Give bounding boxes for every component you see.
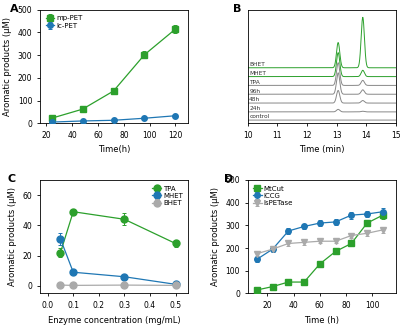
Text: C: C [7, 174, 16, 184]
Y-axis label: Aromatic products (μM): Aromatic products (μM) [8, 187, 17, 286]
Text: BHET: BHET [249, 62, 265, 67]
X-axis label: Time (min): Time (min) [299, 145, 344, 155]
Text: TPA: TPA [249, 80, 260, 85]
Text: 24h: 24h [249, 106, 260, 111]
Text: B: B [233, 4, 241, 14]
Y-axis label: Aromatic products (μM): Aromatic products (μM) [211, 187, 220, 286]
Legend: mp-PET, lc-PET: mp-PET, lc-PET [44, 13, 84, 31]
Text: MHET: MHET [249, 71, 266, 76]
Text: 96h: 96h [249, 89, 260, 94]
Text: control: control [249, 114, 270, 119]
Text: A: A [10, 4, 19, 14]
Text: 48h: 48h [249, 97, 260, 102]
X-axis label: Enzyme concentration (mg/mL): Enzyme concentration (mg/mL) [48, 316, 180, 325]
Text: D: D [224, 174, 233, 184]
Y-axis label: Aromatic products (μM): Aromatic products (μM) [3, 17, 12, 116]
Legend: TPA, MHET, BHET: TPA, MHET, BHET [150, 184, 185, 208]
X-axis label: Time (h): Time (h) [304, 316, 339, 325]
Legend: MtCut, ICCG, IsPETase: MtCut, ICCG, IsPETase [251, 184, 295, 208]
X-axis label: Time(h): Time(h) [98, 145, 130, 155]
